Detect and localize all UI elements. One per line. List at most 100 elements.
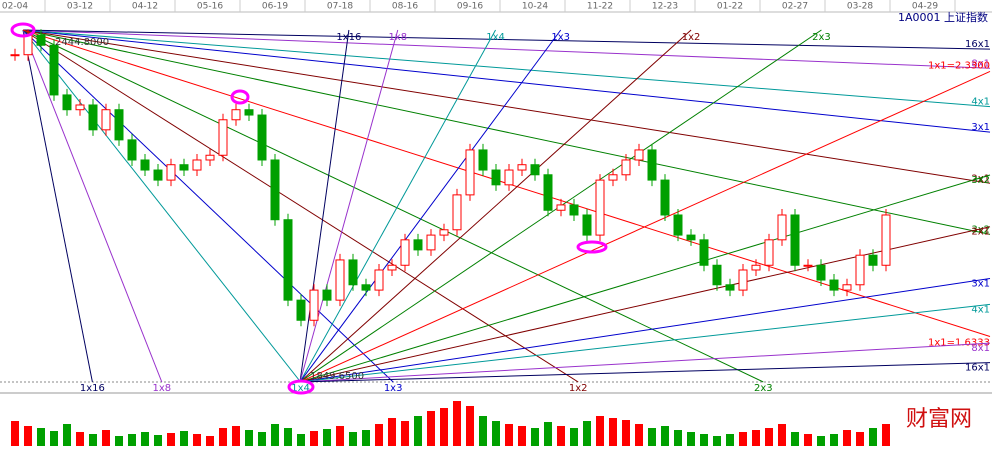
volume-bar — [765, 428, 773, 446]
fan-label: 1x2 — [569, 383, 588, 394]
fan-line — [299, 29, 562, 383]
fan-label: 4x1 — [971, 304, 990, 315]
candle — [127, 139, 137, 161]
volume-bar — [700, 434, 708, 446]
candle — [686, 234, 696, 241]
fan-line — [22, 29, 579, 383]
volume-bar — [752, 430, 760, 446]
volume-bar — [24, 426, 32, 446]
volume-bar — [622, 420, 630, 446]
candle — [725, 284, 735, 291]
candle — [10, 54, 20, 57]
candle — [75, 104, 85, 111]
volume-bar — [856, 432, 864, 446]
volume-bar — [232, 426, 240, 446]
candle — [283, 219, 293, 301]
volume-bar — [375, 424, 383, 446]
x-tick-label: 07-18 — [327, 2, 353, 12]
x-tick-label: 02-27 — [782, 2, 808, 12]
fan-label: 3x2 — [971, 175, 990, 186]
candle — [621, 159, 631, 176]
volume-bar — [180, 431, 188, 446]
candle — [101, 109, 111, 131]
candle — [166, 164, 176, 181]
volume-bar — [154, 435, 162, 446]
candle — [855, 254, 865, 286]
volume-bar — [349, 432, 357, 446]
fan-line — [299, 226, 991, 383]
candle — [764, 239, 774, 266]
chart-title: 1A0001 上证指数 — [898, 10, 988, 24]
x-tick-label: 06-19 — [262, 2, 288, 12]
volume-bar — [804, 434, 812, 446]
volume-bar — [76, 432, 84, 446]
volume-bar — [271, 424, 279, 446]
volume-bar — [440, 408, 448, 446]
volume-bar — [219, 428, 227, 446]
fan-label: 16x1 — [965, 363, 990, 374]
volume-bar — [284, 428, 292, 446]
volume-bar — [557, 426, 565, 446]
x-tick-label: 04-12 — [132, 2, 158, 12]
candle — [582, 214, 592, 236]
fan-line — [299, 277, 991, 383]
fan-label: 3x1 — [971, 278, 990, 289]
fan-label: 1x3 — [551, 32, 570, 43]
x-tick-label: 01-22 — [717, 2, 743, 12]
candle — [387, 264, 397, 271]
volume-bar — [505, 424, 513, 446]
volume-bar — [739, 432, 747, 446]
candle — [608, 174, 618, 181]
highlight — [576, 240, 608, 254]
volume-bar — [635, 424, 643, 446]
candle — [634, 149, 644, 161]
volume-bar — [778, 424, 786, 446]
volume-bar — [401, 421, 409, 446]
candle — [517, 164, 527, 171]
volume-bar — [245, 430, 253, 446]
volume-bar — [453, 401, 461, 446]
volume-bar — [843, 430, 851, 446]
x-tick-label: 03-12 — [67, 2, 93, 12]
candle — [842, 284, 852, 291]
candle — [49, 44, 59, 96]
candle — [816, 264, 826, 281]
volume-bar — [687, 432, 695, 446]
volume-bar — [102, 430, 110, 446]
fan-line — [299, 303, 991, 383]
fan-label: 2x3 — [812, 32, 831, 43]
volume-bar — [167, 433, 175, 446]
fan-label: 2x1 — [971, 173, 990, 184]
volume-bar — [544, 422, 552, 446]
volume-bar — [258, 432, 266, 446]
volume-bar — [115, 436, 123, 446]
candle — [322, 289, 332, 301]
candle — [543, 174, 553, 211]
candle — [881, 214, 891, 266]
fan-label: 16x1 — [965, 39, 990, 50]
fan-unit-label: 1x1=2.3300 — [928, 60, 990, 71]
candle — [595, 179, 605, 236]
volume-bar — [427, 411, 435, 446]
volume-bar — [726, 434, 734, 446]
fan-label: 4x1 — [971, 97, 990, 108]
candle — [738, 269, 748, 291]
volume-bar — [11, 421, 19, 446]
candle — [88, 104, 98, 131]
fan-label: 1x8 — [152, 383, 171, 394]
volume-bar — [414, 416, 422, 446]
volume-bar — [596, 416, 604, 446]
fan-label: 3x1 — [971, 122, 990, 133]
fan-line — [299, 29, 692, 383]
candle — [829, 279, 839, 291]
candle — [23, 34, 33, 56]
fan-line — [22, 29, 394, 383]
volume-bar — [713, 436, 721, 446]
volume-bar — [661, 426, 669, 446]
fan-label: 1x8 — [388, 32, 407, 43]
volume-bar — [466, 406, 474, 446]
candle — [62, 94, 72, 111]
candle — [335, 259, 345, 301]
candle — [36, 34, 46, 46]
